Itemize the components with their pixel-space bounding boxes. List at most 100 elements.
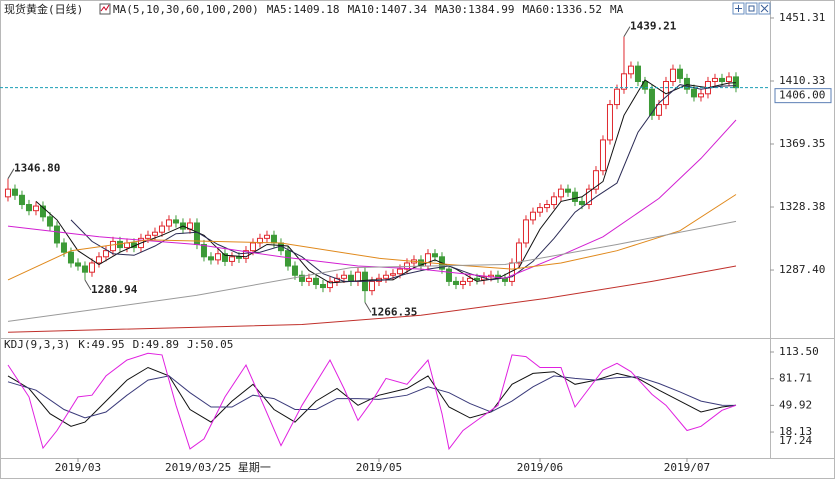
toolbar <box>732 2 771 15</box>
candle-body <box>529 211 536 221</box>
candle-body <box>564 188 571 193</box>
last-price-label: 1406.00 <box>779 89 825 102</box>
legend-entry: J:50.05 <box>187 338 233 351</box>
y-tick-label: 18.13 <box>779 425 812 438</box>
candle-body <box>718 77 725 83</box>
panel: 1451.31 1410.33 1369.35 1328.38 1287.40 现货黄金(… <box>0 2 832 333</box>
candle-body <box>543 204 550 209</box>
pan-icon <box>735 5 742 12</box>
legend-entry: MA10:1407.34 <box>348 3 428 16</box>
x-tick-label: 2019/07 <box>664 461 710 474</box>
panel-title: 现货黄金(日线) <box>4 2 83 16</box>
cursor-value: 17.24 <box>779 434 812 447</box>
candle-body <box>459 280 466 285</box>
crosshair-label: 2019/03/25 星期一 <box>165 461 271 474</box>
y-tick-label: 1369.35 <box>779 137 825 150</box>
candle-body <box>298 274 305 282</box>
last-price-box <box>774 88 832 104</box>
candle-body <box>389 273 396 276</box>
legend-entry: K:49.95 <box>78 338 124 351</box>
indicator-line <box>7 220 737 322</box>
candle-body <box>172 219 179 224</box>
candle-body <box>536 207 543 213</box>
candle-body <box>158 225 165 233</box>
candle-body <box>291 265 298 276</box>
zoom-button[interactable] <box>745 2 758 15</box>
annotation-leader <box>623 26 631 37</box>
candle-body <box>102 250 109 258</box>
candle-body <box>25 204 32 212</box>
candle-body <box>4 188 11 198</box>
x-tick-label: 2019/05 <box>356 461 402 474</box>
candle-body <box>613 88 620 106</box>
annotation-label: 1346.80 <box>14 162 60 175</box>
candle-body <box>725 76 732 83</box>
candle-body <box>32 205 39 212</box>
candle-body <box>599 139 606 172</box>
candle-body <box>557 188 564 198</box>
zoom-icon <box>748 5 755 12</box>
candle-body <box>648 88 655 116</box>
candle-body <box>711 77 718 83</box>
candle-body <box>95 256 102 264</box>
candle-body <box>424 253 431 267</box>
candle-body <box>46 216 53 227</box>
candle-body <box>655 104 662 116</box>
candle-body <box>697 93 704 98</box>
candle-body <box>515 242 522 264</box>
candle-body <box>690 88 697 98</box>
indicator-line <box>7 375 737 419</box>
y-tick-label: 1287.40 <box>779 263 825 276</box>
candle-body <box>11 188 18 196</box>
candle-body <box>382 274 389 279</box>
candle-body <box>200 244 207 258</box>
candle-body <box>263 234 270 239</box>
candle-body <box>396 268 403 275</box>
panel: 113.50 81.71 49.92 18.13 KDJ(9,3,3) K:49.95 D:… <box>4 338 819 474</box>
candle-body <box>326 280 333 289</box>
x-tick-label: 2019/06 <box>517 461 563 474</box>
candle-body <box>18 194 25 206</box>
candle-body <box>207 256 214 261</box>
indicator-line <box>7 119 737 279</box>
y-tick-label: 1410.33 <box>779 74 825 87</box>
legend-entry: MA30:1384.99 <box>435 3 514 16</box>
candle-body <box>53 225 60 244</box>
candle-body <box>606 104 613 141</box>
y-tick-label: 49.92 <box>779 398 812 411</box>
annotation-leader <box>84 279 92 291</box>
candle-body <box>340 274 347 279</box>
candle-body <box>452 280 459 285</box>
candle-body <box>578 200 585 206</box>
x-tick-label: 2019/03 <box>55 461 101 474</box>
candle-body <box>67 251 74 264</box>
annotation-leader <box>7 168 15 179</box>
candle-body <box>620 73 627 90</box>
indicator-line <box>7 194 737 281</box>
y-tick-label: 81.71 <box>779 372 812 385</box>
candle-body <box>228 256 235 262</box>
candle-body <box>627 65 634 75</box>
candle-body <box>550 196 557 206</box>
candle-body <box>683 77 690 90</box>
candle-body <box>270 234 277 244</box>
candle-body <box>242 250 249 259</box>
candle-body <box>312 277 319 285</box>
candle-body <box>466 277 473 282</box>
candle-body <box>214 253 221 261</box>
candle-body <box>585 188 592 206</box>
candle-body <box>347 274 354 282</box>
candle-body <box>522 219 529 244</box>
candle-body <box>39 205 46 218</box>
indicator-line <box>70 84 737 282</box>
candle-body <box>641 81 648 90</box>
indicator-line <box>7 265 737 333</box>
annotation-leader <box>364 302 372 313</box>
candle-body <box>144 234 151 239</box>
y-tick-label: 1328.38 <box>779 200 825 213</box>
candle-body <box>445 268 452 282</box>
y-tick-label: 1451.31 <box>779 11 825 24</box>
annotation-label: 1439.21 <box>630 20 677 33</box>
candle-body <box>669 68 676 83</box>
